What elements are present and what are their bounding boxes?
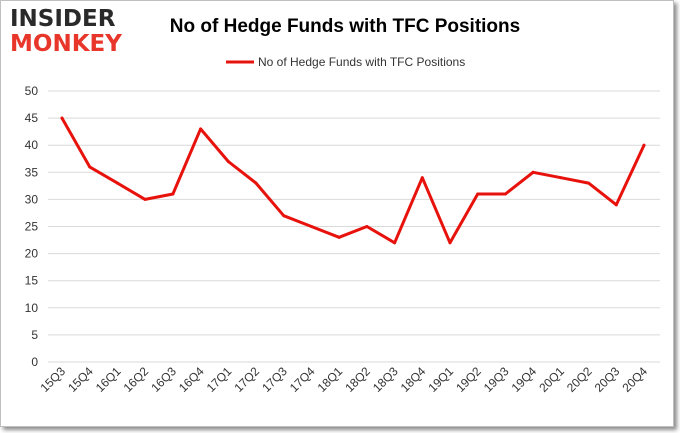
- legend-label: No of Hedge Funds with TFC Positions: [258, 55, 465, 69]
- y-tick-label: 20: [25, 247, 39, 261]
- x-tick-label: 16Q4: [176, 364, 207, 395]
- x-tick-label: 19Q2: [453, 364, 484, 395]
- x-axis-ticks: 15Q315Q416Q116Q216Q316Q417Q117Q217Q317Q4…: [37, 364, 650, 395]
- y-tick-label: 35: [25, 165, 39, 179]
- y-tick-label: 50: [25, 84, 39, 98]
- data-point: [614, 203, 618, 207]
- x-tick-label: 16Q3: [148, 364, 179, 395]
- data-point: [171, 192, 175, 196]
- x-tick-label: 18Q1: [315, 364, 346, 395]
- data-point: [420, 176, 424, 180]
- chart-title: No of Hedge Funds with TFC Positions: [169, 16, 521, 37]
- y-tick-label: 5: [31, 328, 38, 342]
- x-tick-label: 15Q3: [37, 364, 68, 395]
- x-tick-label: 17Q4: [287, 364, 318, 395]
- x-tick-label: 18Q2: [342, 364, 373, 395]
- data-point: [476, 192, 480, 196]
- data-point: [503, 192, 507, 196]
- legend: No of Hedge Funds with TFC Positions: [226, 55, 465, 69]
- x-tick-label: 20Q2: [564, 364, 595, 395]
- data-point: [199, 127, 203, 131]
- y-tick-label: 30: [25, 192, 39, 206]
- x-tick-label: 18Q3: [370, 364, 401, 395]
- logo-text-bottom: MONKEY: [10, 31, 122, 57]
- x-tick-label: 16Q2: [121, 364, 152, 395]
- data-point: [143, 197, 147, 201]
- data-point: [115, 181, 119, 185]
- x-tick-label: 20Q3: [592, 364, 623, 395]
- y-tick-label: 40: [25, 138, 39, 152]
- x-tick-label: 19Q1: [425, 364, 456, 395]
- y-axis-ticks: 0 5 10 15 20 25 30 35 40 45 50: [25, 84, 39, 369]
- x-tick-label: 16Q1: [93, 364, 124, 395]
- x-tick-label: 20Q4: [619, 364, 650, 395]
- x-tick-label: 17Q1: [204, 364, 235, 395]
- data-point: [531, 170, 535, 174]
- data-point: [587, 181, 591, 185]
- x-tick-label: 17Q2: [231, 364, 262, 395]
- data-point: [282, 214, 286, 218]
- data-point: [393, 241, 397, 245]
- data-point: [226, 159, 230, 163]
- x-tick-label: 17Q3: [259, 364, 290, 395]
- x-tick-label: 18Q4: [398, 364, 429, 395]
- x-tick-label: 19Q3: [481, 364, 512, 395]
- y-tick-label: 25: [25, 220, 39, 234]
- x-tick-label: 20Q1: [536, 364, 567, 395]
- data-point: [254, 181, 258, 185]
- y-tick-label: 10: [25, 301, 39, 315]
- insider-monkey-logo: INSIDER MONKEY: [10, 6, 128, 56]
- grid-lines: [48, 90, 660, 363]
- series-layer: [60, 116, 646, 245]
- x-tick-label: 19Q4: [509, 364, 540, 395]
- data-point: [365, 225, 369, 228]
- logo-text-top: INSIDER: [10, 6, 116, 32]
- data-point: [60, 116, 64, 120]
- series-line: [60, 116, 646, 245]
- data-point: [642, 143, 646, 147]
- y-tick-label: 15: [25, 274, 39, 288]
- data-point: [309, 225, 313, 228]
- data-point: [448, 241, 452, 245]
- data-point: [337, 235, 341, 239]
- y-tick-label: 0: [31, 355, 38, 369]
- x-tick-label: 15Q4: [65, 364, 96, 395]
- chart-frame: [0, 0, 674, 427]
- y-tick-label: 45: [25, 111, 39, 125]
- data-point: [559, 176, 563, 180]
- data-point: [88, 165, 92, 169]
